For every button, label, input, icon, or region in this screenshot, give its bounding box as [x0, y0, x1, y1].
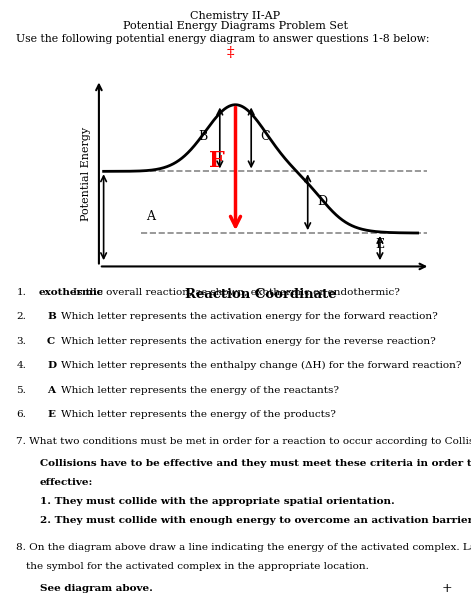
- Text: 8. On the diagram above draw a line indicating the energy of the activated compl: 8. On the diagram above draw a line indi…: [16, 543, 471, 552]
- Text: exothermic: exothermic: [39, 288, 104, 297]
- Text: B: B: [198, 130, 207, 143]
- Text: Which letter represents the activation energy for the reverse reaction?: Which letter represents the activation e…: [61, 337, 436, 346]
- Text: Use the following potential energy diagram to answer questions 1-8 below:: Use the following potential energy diagr…: [16, 34, 430, 44]
- Text: the symbol for the activated complex in the appropriate location.: the symbol for the activated complex in …: [26, 562, 369, 571]
- Text: 2. They must collide with enough energy to overcome an activation barrier (activ: 2. They must collide with enough energy …: [40, 516, 471, 525]
- Text: 3.: 3.: [16, 337, 26, 346]
- Text: D: D: [47, 361, 56, 370]
- Text: C: C: [260, 130, 270, 143]
- Text: 6.: 6.: [16, 410, 26, 419]
- Text: ‡: ‡: [227, 46, 235, 60]
- Text: 1.: 1.: [16, 288, 26, 297]
- Text: +: +: [441, 582, 452, 595]
- Text: 4.: 4.: [16, 361, 26, 370]
- Text: Collisions have to be effective and they must meet these criteria in order to be: Collisions have to be effective and they…: [40, 459, 471, 468]
- Text: F: F: [209, 149, 225, 171]
- Text: Potential Energy Diagrams Problem Set: Potential Energy Diagrams Problem Set: [123, 21, 348, 30]
- Text: A: A: [47, 386, 55, 395]
- Text: 5.: 5.: [16, 386, 26, 395]
- Text: B: B: [47, 312, 56, 321]
- Text: E: E: [375, 239, 384, 251]
- Text: 2.: 2.: [16, 312, 26, 321]
- Text: 7. What two conditions must be met in order for a reaction to occur according to: 7. What two conditions must be met in or…: [16, 437, 471, 446]
- Text: D: D: [317, 195, 327, 208]
- Text: A: A: [146, 210, 155, 223]
- Text: effective:: effective:: [40, 478, 93, 487]
- Text: See diagram above.: See diagram above.: [40, 584, 153, 593]
- Text: Which letter represents the energy of the reactants?: Which letter represents the energy of th…: [61, 386, 339, 395]
- Y-axis label: Potential Energy: Potential Energy: [81, 127, 91, 221]
- Text: Chemistry II-AP: Chemistry II-AP: [190, 11, 281, 21]
- Text: Reaction Coordinate: Reaction Coordinate: [185, 288, 336, 301]
- Text: Which letter represents the enthalpy change (ΔH) for the forward reaction?: Which letter represents the enthalpy cha…: [61, 361, 462, 370]
- Text: E: E: [47, 410, 55, 419]
- Text: C: C: [47, 337, 55, 346]
- Text: 1. They must collide with the appropriate spatial orientation.: 1. They must collide with the appropriat…: [40, 497, 395, 506]
- Text: Which letter represents the activation energy for the forward reaction?: Which letter represents the activation e…: [61, 312, 438, 321]
- Text: Is the overall reaction, as shown, exothermic or endothermic?: Is the overall reaction, as shown, exoth…: [73, 288, 400, 297]
- Text: Which letter represents the energy of the products?: Which letter represents the energy of th…: [61, 410, 336, 419]
